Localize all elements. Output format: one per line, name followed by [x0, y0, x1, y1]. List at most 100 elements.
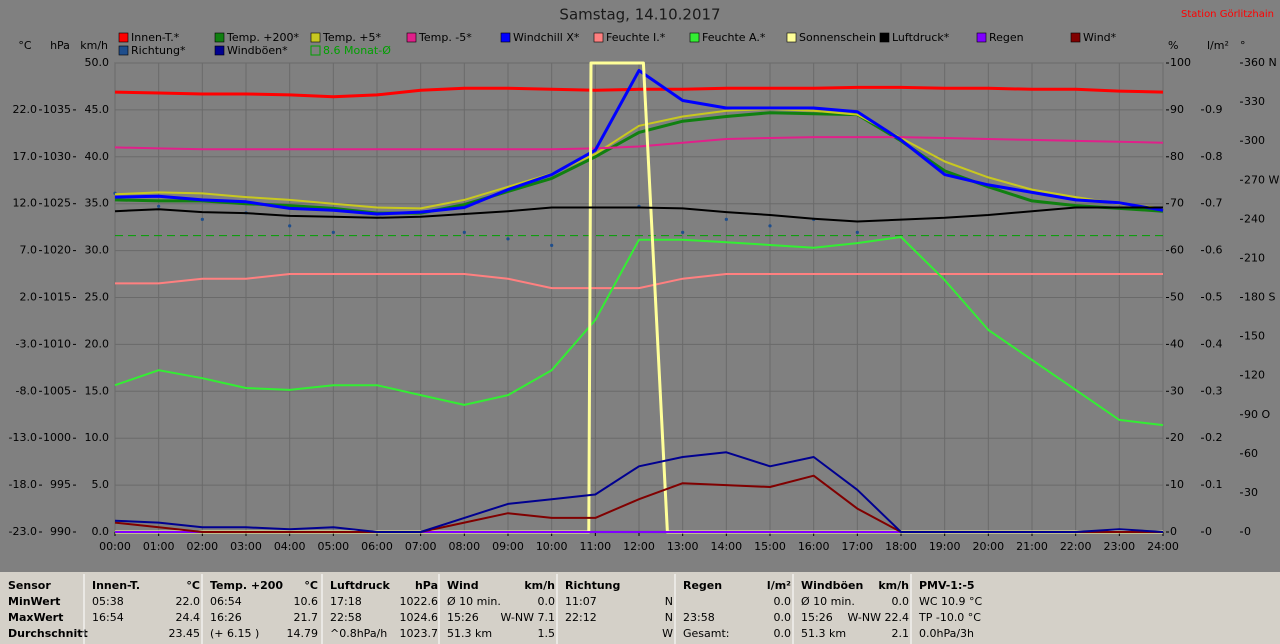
table-row-label: Sensor — [8, 579, 51, 592]
table-cell: N — [665, 611, 673, 624]
legend-label: Wind* — [1083, 31, 1117, 44]
x-tick-label: 09:00 — [492, 540, 524, 553]
y-tick-label: 240 — [1244, 212, 1265, 225]
table-cell: 16:26 — [210, 611, 242, 624]
x-tick-label: 02:00 — [186, 540, 218, 553]
y-tick-label: 12.0 — [13, 197, 38, 210]
y-tick-label: 990 — [50, 525, 71, 538]
y-tick-label: 0.0 — [92, 525, 110, 538]
x-tick-label: 21:00 — [1016, 540, 1048, 553]
table-cell: Ø 10 min. — [801, 595, 855, 608]
y-tick-label: 15.0 — [85, 384, 110, 397]
series-line — [114, 206, 1163, 223]
series-line — [114, 85, 1164, 99]
table-cell: 22:58 — [330, 611, 362, 624]
legend-label: Innen-T.* — [131, 31, 180, 44]
table-cell: 14.79 — [287, 627, 319, 640]
x-tick-label: 08:00 — [448, 540, 480, 553]
table-cell: 0.0hPa/3h — [919, 627, 974, 640]
table-header: Richtung — [565, 579, 620, 592]
x-tick-label: 20:00 — [972, 540, 1004, 553]
legend-swatch — [879, 32, 890, 43]
table-cell: 10.6 — [294, 595, 319, 608]
series-line — [114, 108, 1164, 210]
table-row-label: Durchschnitt — [8, 627, 88, 640]
y-tick-label: -18.0 — [9, 478, 37, 491]
y-tick-label: 0.9 — [1205, 103, 1223, 116]
x-tick-label: 24:00 — [1147, 540, 1179, 553]
table-cell: 1.5 — [538, 627, 556, 640]
y-tick-label: 25.0 — [85, 291, 110, 304]
x-tick-label: 11:00 — [579, 540, 611, 553]
x-tick-label: 14:00 — [710, 540, 742, 553]
table-row-label: MinWert — [8, 595, 60, 608]
table-cell: Gesamt: — [683, 627, 730, 640]
legend-swatch — [406, 32, 417, 43]
y-tick-label: 20.0 — [85, 337, 110, 350]
table-cell: 22:12 — [565, 611, 597, 624]
legend-swatch — [310, 45, 321, 56]
y-tick-label: 0.8 — [1205, 150, 1223, 163]
y-tick-label: 1020 — [43, 244, 71, 257]
legend-label: Windchill X* — [513, 31, 580, 44]
table-unit: hPa — [415, 579, 438, 592]
y-tick-label: 150 — [1244, 330, 1265, 343]
y-tick-label: 180 S — [1244, 291, 1275, 304]
y-tick-label: 90 O — [1244, 408, 1270, 421]
y-tick-label: 330 — [1244, 95, 1265, 108]
table-header: Temp. +200 — [210, 579, 283, 592]
series-line — [114, 451, 1164, 533]
y-tick-label: 7.0 — [20, 244, 38, 257]
table-unit: l/m² — [767, 579, 791, 592]
series-dot — [724, 217, 728, 221]
y-tick-label: 30.0 — [85, 244, 110, 257]
table-cell: 23:58 — [683, 611, 715, 624]
axis-unit: ° — [1240, 39, 1246, 52]
table-header: Wind — [447, 579, 479, 592]
table-header: PMV-1:-5 — [919, 579, 975, 592]
x-tick-label: 00:00 — [99, 540, 131, 553]
y-tick-label: 10.0 — [85, 431, 110, 444]
series-dot — [768, 224, 772, 228]
axis-unit: hPa — [50, 39, 70, 52]
legend-label: 8.6 Monat-Ø — [323, 44, 391, 57]
table-unit: km/h — [878, 579, 909, 592]
table-cell: W-NW 22.4 — [848, 611, 910, 624]
table-cell: 15:26 — [801, 611, 833, 624]
axis-unit: % — [1168, 39, 1178, 52]
table-cell: 21.7 — [294, 611, 319, 624]
table-cell: 0.0 — [774, 627, 792, 640]
table-row-label: MaxWert — [8, 611, 63, 624]
legend-swatch — [976, 32, 987, 43]
legend-swatch — [118, 32, 129, 43]
y-tick-label: -8.0 — [16, 384, 37, 397]
series-dot — [157, 204, 161, 208]
y-tick-label: 1015 — [43, 291, 71, 304]
table-cell: 0.0 — [774, 611, 792, 624]
x-tick-label: 07:00 — [405, 540, 437, 553]
y-tick-label: 1025 — [43, 197, 71, 210]
table-cell: 06:54 — [210, 595, 242, 608]
table-cell: 1023.7 — [400, 627, 439, 640]
legend-label: Temp. +200* — [226, 31, 300, 44]
table-unit: °C — [304, 579, 318, 592]
y-tick-label: 1005 — [43, 384, 71, 397]
y-tick-label: 0 — [1244, 525, 1251, 538]
y-tick-label: -13.0 — [9, 431, 37, 444]
legend-swatch — [1070, 32, 1081, 43]
table-cell: 16:54 — [92, 611, 124, 624]
x-tick-label: 06:00 — [361, 540, 393, 553]
legend-swatch — [118, 45, 129, 56]
table-cell: 2.1 — [892, 627, 910, 640]
table-cell: ^0.8hPa/h — [330, 627, 387, 640]
y-tick-label: 30 — [1244, 486, 1258, 499]
series-dot — [681, 230, 685, 234]
series-dot — [331, 230, 335, 234]
y-tick-label: 360 N — [1244, 56, 1277, 69]
series-line — [114, 69, 1164, 216]
legend-swatch — [689, 32, 700, 43]
y-tick-label: -3.0 — [16, 337, 37, 350]
y-tick-label: 0.7 — [1205, 197, 1223, 210]
legend-swatch — [786, 32, 797, 43]
series-line — [115, 273, 1163, 290]
